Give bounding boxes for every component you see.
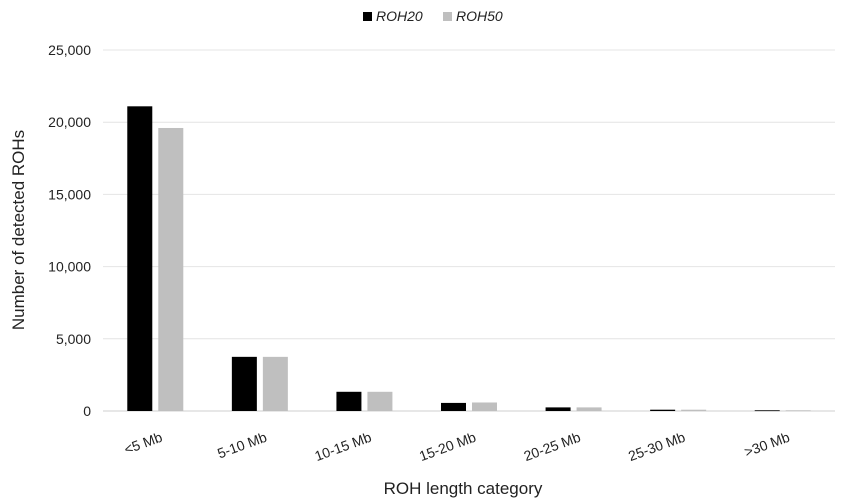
legend: ROH20 ROH50 xyxy=(363,8,503,24)
x-tick-label: 20-25 Mb xyxy=(522,429,583,464)
bar-roh20 xyxy=(231,356,257,411)
legend-swatch-roh20 xyxy=(363,12,372,21)
y-tick-label: 5,000 xyxy=(56,331,91,347)
y-tick-label: 25,000 xyxy=(48,42,91,58)
bar-roh20 xyxy=(754,410,780,412)
legend-label-roh50: ROH50 xyxy=(456,8,503,24)
gridlines xyxy=(103,49,835,412)
y-axis-title: Number of detected ROHs xyxy=(9,130,28,330)
x-axis-ticks: <5 Mb 5-10 Mb 10-15 Mb 15-20 Mb 20-25 Mb 25-3… xyxy=(122,429,792,464)
x-tick-label: 15-20 Mb xyxy=(417,429,478,464)
bar-roh50 xyxy=(262,356,288,411)
bar-roh20 xyxy=(127,106,153,411)
y-tick-label: 20,000 xyxy=(48,114,91,130)
bar-roh50 xyxy=(785,410,811,412)
legend-label-roh20: ROH20 xyxy=(376,8,423,24)
x-tick-label: 25-30 Mb xyxy=(626,429,687,464)
x-tick-label: 5-10 Mb xyxy=(215,429,269,462)
x-tick-label: >30 Mb xyxy=(742,429,792,460)
x-tick-label: <5 Mb xyxy=(122,429,165,458)
bar-roh50 xyxy=(158,127,184,411)
bars xyxy=(127,106,811,412)
y-axis-ticks: 0 5,000 10,000 15,000 20,000 25,000 xyxy=(48,42,91,419)
legend-swatch-roh50 xyxy=(443,12,452,21)
bar-roh50 xyxy=(472,402,497,411)
y-tick-label: 0 xyxy=(83,403,91,419)
x-tick-label: 10-15 Mb xyxy=(312,429,373,464)
bar-roh20 xyxy=(545,407,571,411)
bar-roh50 xyxy=(367,391,393,411)
bar-roh20 xyxy=(336,391,362,411)
bar-roh50 xyxy=(576,407,602,411)
bar-roh20 xyxy=(650,409,676,411)
y-tick-label: 10,000 xyxy=(48,259,91,275)
bar-roh50 xyxy=(681,409,707,411)
bar-roh20 xyxy=(441,402,466,411)
x-axis-title: ROH length category xyxy=(384,479,543,498)
y-tick-label: 15,000 xyxy=(48,186,91,202)
